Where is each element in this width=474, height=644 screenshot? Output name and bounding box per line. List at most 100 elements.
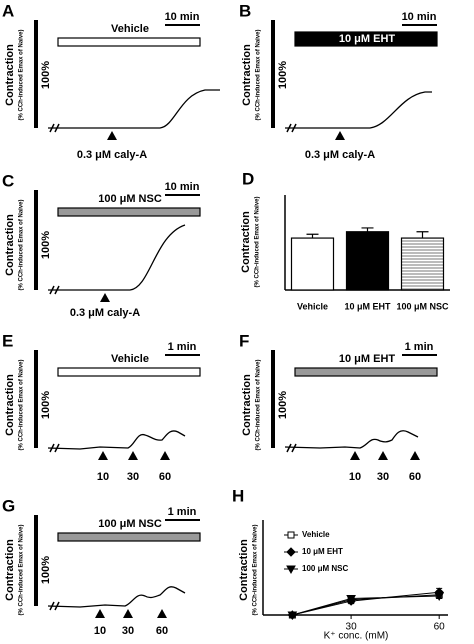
- x-tick-label: Vehicle: [297, 301, 328, 311]
- legend-marker: [287, 531, 295, 539]
- y-axis-label: Contraction: [4, 214, 16, 276]
- amplitude-label: 100%: [277, 61, 289, 89]
- y-axis-sublabel: (% CCh-induced Emax of Naive): [19, 29, 25, 120]
- stimulus-label: 30: [377, 471, 389, 483]
- y-axis-sublabel: (% CCh-induced Emax of Naive): [256, 359, 262, 450]
- scale-label: 1 min: [168, 506, 197, 518]
- amplitude-label: 100%: [40, 231, 52, 259]
- stimulus-label: 60: [156, 625, 168, 637]
- legend-marker: [286, 547, 296, 557]
- stimulus-arrow: [128, 451, 138, 460]
- drug-bar: [57, 532, 201, 542]
- scale-label: 10 min: [165, 181, 200, 193]
- scale-label: 1 min: [168, 341, 197, 353]
- y-axis-label: Contraction: [4, 44, 16, 106]
- panel-letter: G: [2, 496, 15, 515]
- panel-letter: B: [239, 1, 251, 20]
- drug-label: 10 μM EHT: [339, 33, 396, 45]
- x-tick-label: 30: [346, 622, 358, 633]
- panel-letter: H: [232, 486, 244, 505]
- marker: [287, 611, 298, 621]
- drug-bar: [294, 367, 438, 377]
- stimulus-arrow: [107, 131, 117, 140]
- stimulus-label: 0.3 μM caly-A: [70, 307, 140, 319]
- trace: [285, 91, 432, 129]
- amplitude-label: 100%: [40, 556, 52, 584]
- stimulus-label: 0.3 μM caly-A: [77, 149, 147, 161]
- scale-label: 10 min: [165, 11, 200, 23]
- bar: [400, 237, 445, 291]
- drug-label: 100 μM NSC: [98, 193, 162, 205]
- y-axis-sublabel: (% CCh-induced Emax of Naive): [19, 524, 25, 615]
- stimulus-label: 30: [127, 471, 139, 483]
- x-tick-label: 60: [434, 622, 446, 633]
- scale-label: 10 min: [402, 11, 437, 23]
- drug-bar: [57, 37, 201, 47]
- legend-label: 100 μM NSC: [302, 564, 348, 573]
- error-bar: [416, 231, 429, 239]
- legend-marker: [286, 565, 296, 575]
- stimulus-label: 30: [122, 625, 134, 637]
- stimulus-label: 10: [97, 471, 109, 483]
- trace: [284, 430, 419, 449]
- amplitude-label: 100%: [277, 391, 289, 419]
- y-axis-label: Contraction: [241, 44, 253, 106]
- drug-label: 100 μM NSC: [98, 518, 162, 530]
- stimulus-arrow: [410, 451, 420, 460]
- y-axis-sublabel: (% CCh-induced Emax of Naive): [19, 199, 25, 290]
- marker: [434, 592, 445, 602]
- x-tick-label: 10 μM EHT: [344, 301, 391, 311]
- trace: [47, 586, 186, 608]
- legend-label: 10 μM EHT: [302, 547, 343, 556]
- stimulus-label: 60: [409, 471, 421, 483]
- break-mark: [286, 443, 297, 453]
- stimulus-label: 10: [349, 471, 361, 483]
- bar: [345, 231, 390, 291]
- stimulus-arrow: [335, 131, 345, 140]
- panel-letter: D: [242, 169, 254, 188]
- stimulus-arrow: [157, 609, 167, 618]
- panel-letter: E: [2, 331, 13, 350]
- stimulus-label: 60: [159, 471, 171, 483]
- x-axis-label: K⁺ conc. (mM): [324, 631, 389, 642]
- stimulus-arrow: [100, 293, 110, 302]
- y-axis-label: Contraction: [240, 211, 252, 273]
- drug-label: Vehicle: [111, 353, 149, 365]
- y-axis-sublabel: (% CCh-induced Emax of Naive): [255, 196, 261, 287]
- error-bar: [361, 227, 374, 232]
- stimulus-arrow: [160, 451, 170, 460]
- y-axis-sublabel: (% CCh-induced Emax of Naive): [19, 359, 25, 450]
- legend-label: Vehicle: [302, 530, 330, 539]
- y-axis-sublabel: (% CCh-induced Emax of Naive): [256, 29, 262, 120]
- bar: [290, 237, 335, 291]
- drug-label: 10 μM EHT: [339, 353, 396, 365]
- stimulus-arrow: [95, 609, 105, 618]
- drug-bar: [57, 367, 201, 377]
- y-axis-label: Contraction: [238, 539, 250, 601]
- trace: [48, 224, 186, 291]
- y-axis-label: Contraction: [4, 539, 16, 601]
- marker: [346, 595, 356, 604]
- y-axis-label: Contraction: [241, 374, 253, 436]
- scale-label: 1 min: [405, 341, 434, 353]
- drug-bar: [57, 207, 201, 217]
- trace: [48, 89, 220, 129]
- panel-letter: F: [239, 331, 249, 350]
- stimulus-arrow: [123, 609, 133, 618]
- y-axis-sublabel: (% CCh-induced Emax of Naive): [253, 524, 259, 615]
- stimulus-label: 10: [94, 625, 106, 637]
- drug-bar: [294, 31, 438, 47]
- stimulus-label: 0.3 μM caly-A: [305, 149, 375, 161]
- stimulus-arrow: [378, 451, 388, 460]
- y-axis-label: Contraction: [4, 374, 16, 436]
- x-tick-label: 100 μM NSC: [396, 301, 449, 311]
- stimulus-arrow: [98, 451, 108, 460]
- amplitude-label: 100%: [40, 391, 52, 419]
- trace: [47, 430, 186, 450]
- error-bar: [306, 233, 319, 239]
- panel-letter: C: [2, 171, 14, 190]
- panel-letter: A: [2, 1, 14, 20]
- stimulus-arrow: [350, 451, 360, 460]
- amplitude-label: 100%: [40, 61, 52, 89]
